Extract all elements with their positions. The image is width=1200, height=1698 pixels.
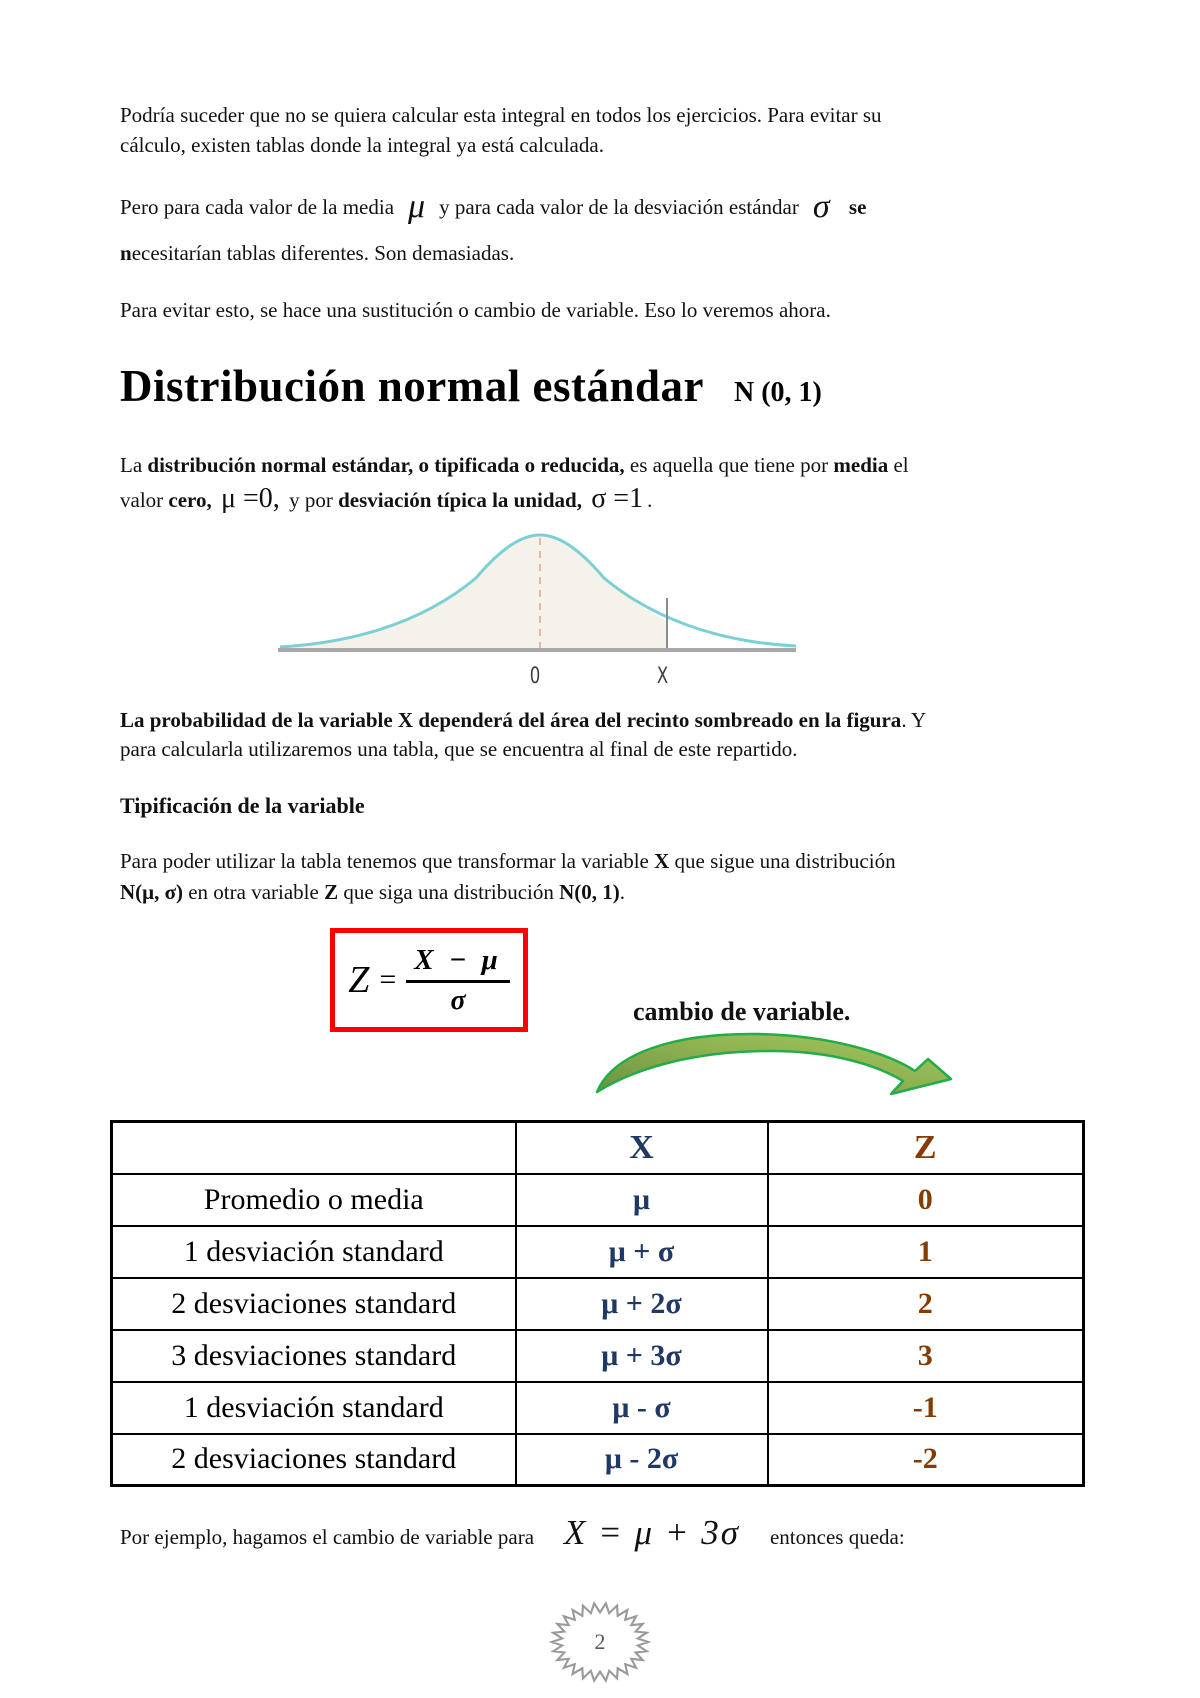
paragraph-run: Para poder utilizar la tabla tenemos que… [120,849,649,873]
paragraph-run: y por [289,488,333,512]
section-heading-tipificacion: Tipificación de la variable [120,793,365,818]
paragraph-line: cálculo, existen tablas donde la integra… [120,133,604,157]
cell-desc: Promedio o media [110,1172,517,1227]
paragraph-tipificacion: Para poder utilizar la tabla tenemos que… [120,846,1085,908]
axis-label-x: X [656,664,669,689]
paragraph-run: que sigue una distribución [674,849,896,873]
bold-run: desviación típica la unidad, [338,488,582,512]
paragraph-run: entonces queda: [769,1525,905,1549]
formula-denominator: σ [450,984,466,1016]
paragraph-run: valor [120,488,164,512]
cell-x: μ - σ [514,1380,769,1435]
mu-equals-zero: μ =0, [221,483,280,514]
cell-z: 3 [766,1328,1085,1383]
formula-numerator: X − μ [406,944,510,983]
curved-arrow-shape [595,1032,953,1096]
baseline-axis [278,648,796,652]
table-row: 3 desviaciones standard μ + 3σ 3 [110,1328,1085,1383]
paragraph-run: Por ejemplo, hagamos el cambio de variab… [120,1525,535,1549]
bold-run: media [833,453,889,477]
cell-z: 0 [766,1172,1085,1227]
page-number: 2 [594,1629,606,1654]
sigma-equals-one: σ =1 [591,483,644,514]
bold-run: distribución normal estándar, o tipifica… [147,453,625,477]
paragraph-run: Pero para cada valor de la media [120,195,395,219]
paragraph-run: es aquella que tiene por [629,453,829,477]
paragraph-intro-tables: Podría suceder que no se quiera calcular… [120,100,1085,160]
header-x: X [514,1120,769,1175]
paragraph-run: para calcularla utilizaremos una tabla, … [120,737,798,761]
table-row: 1 desviación standard μ - σ -1 [110,1380,1085,1435]
bold-run: se [848,195,867,219]
paragraph-media-desviacion: Pero para cada valor de la media μ y para … [120,184,1085,276]
table-row: 2 desviaciones standard μ + 2σ 2 [110,1276,1085,1331]
paragraph-run: ecesitarían tablas diferentes. Son demas… [131,241,515,265]
paragraph-run: . [647,488,653,512]
paragraph-run: y para cada valor de la desviación están… [439,195,799,219]
cell-desc: 1 desviación standard [110,1224,517,1279]
paragraph-line: Podría suceder que no se quiera calcular… [120,103,882,127]
example-formula: X = μ + 3σ [564,1513,740,1552]
cell-x: μ + σ [514,1224,769,1279]
table-row: Promedio o media μ 0 [110,1172,1085,1227]
cell-x: μ [514,1172,769,1227]
formula-equals: = [379,963,397,996]
table-row: 2 desviaciones standard μ - 2σ -2 [110,1432,1085,1487]
sigma-symbol: σ [812,188,830,225]
cell-x: μ + 3σ [514,1328,769,1383]
cell-x: μ - 2σ [514,1432,769,1487]
bold-run: n [120,241,132,265]
starburst-icon [548,1600,652,1684]
title-text: Distribución normal estándar [120,361,705,411]
paragraph-run: . Y [901,708,927,732]
bold-run: X [654,849,670,873]
bold-run: N(0, 1) [559,880,620,904]
table-row: 1 desviación standard μ + σ 1 [110,1224,1085,1279]
bold-run: N(μ, σ) [120,880,183,904]
cell-desc: 2 desviaciones standard [110,1432,517,1487]
bell-curve-figure: 0 X [278,528,798,703]
header-desc [110,1120,517,1175]
bold-run: La probabilidad de la variable X depende… [120,708,902,732]
paragraph-example: Por ejemplo, hagamos el cambio de variab… [120,1513,1120,1553]
axis-label-zero: 0 [529,664,541,689]
paragraph-run: que siga una distribución [343,880,554,904]
formula-lhs: Z [348,959,370,1001]
curved-arrow-icon [585,1030,957,1096]
cell-desc: 3 desviaciones standard [110,1328,517,1383]
title-notation: N (0, 1) [734,377,822,408]
table-header-row: X Z [110,1120,1085,1175]
change-of-variable-label: cambio de variable. [633,997,851,1026]
paragraph-run: La [120,453,143,477]
formula-box: Z = X − μ σ [330,928,528,1032]
bold-run: Z [324,880,339,904]
header-z: Z [766,1120,1085,1175]
cell-x: μ + 2σ [514,1276,769,1331]
paragraph-definition: La distribución normal estándar, o tipif… [120,448,1085,517]
paragraph-run: en otra variable [188,880,319,904]
cell-z: -1 [766,1380,1085,1435]
page-title: Distribución normal estándar N (0, 1) [120,360,1120,412]
cell-desc: 2 desviaciones standard [110,1276,517,1331]
shaded-area [280,535,667,649]
cell-z: 1 [766,1224,1085,1279]
cell-desc: 1 desviación standard [110,1380,517,1435]
paragraph-probabilidad: La probabilidad de la variable X depende… [120,706,1085,764]
paragraph-run: . [619,880,626,904]
conversion-table: X Z Promedio o media μ 0 1 desviación st… [110,1120,1085,1487]
mu-symbol: μ [408,188,426,225]
bold-run: cero, [168,488,212,512]
page-number-badge: 2 [546,1598,654,1686]
cell-z: 2 [766,1276,1085,1331]
bell-curve [279,533,797,649]
cell-z: -2 [766,1432,1085,1487]
paragraph-run: el [893,453,909,477]
paragraph-sustitucion: Para evitar esto, se hace una sustitució… [120,298,831,322]
formula-fraction: X − μ σ [406,944,510,1017]
bell-curve-plot [278,533,797,652]
